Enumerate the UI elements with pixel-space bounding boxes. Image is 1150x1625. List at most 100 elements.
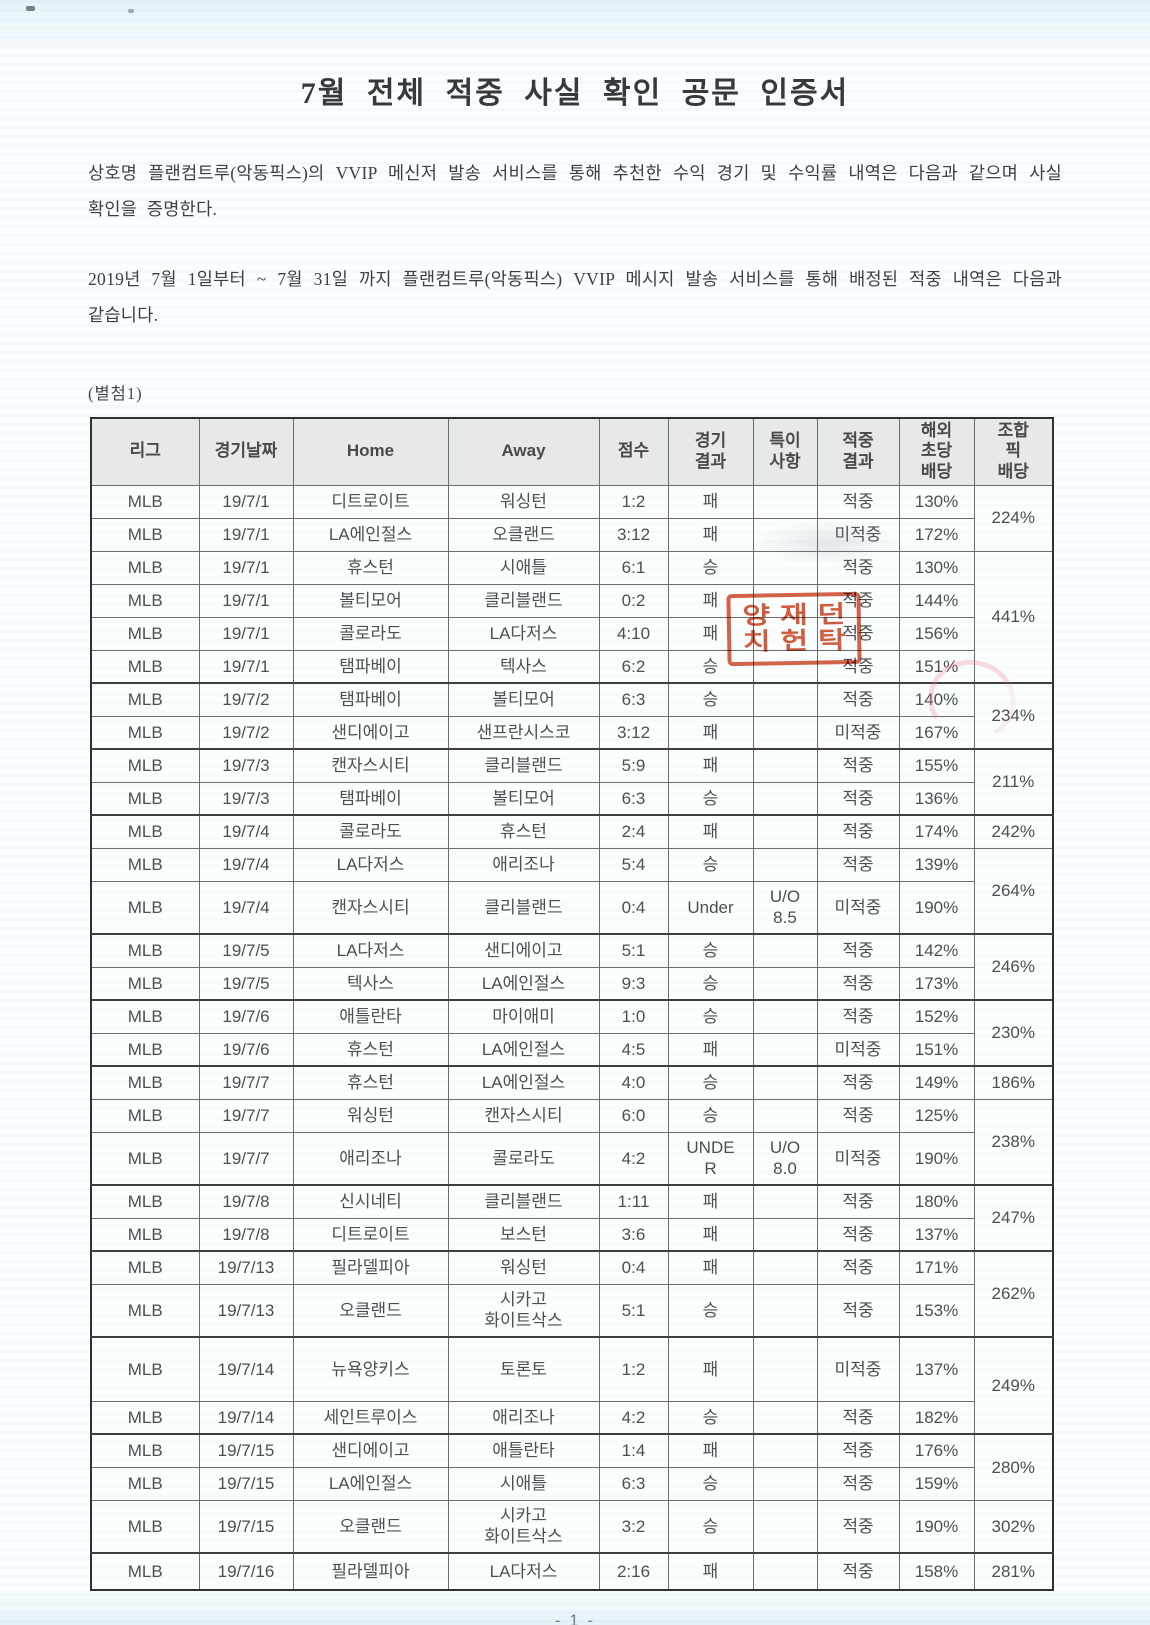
table-row: MLB 19/7/7 휴스턴 LA에인절스 4:0 승 적중 149% 186% — [90, 1065, 1054, 1100]
cell-score: 4:2 — [598, 1131, 669, 1186]
scan-artifact-bottom-band — [0, 1591, 1150, 1625]
results-table: 리그 경기날짜 Home Away 점수 경기 결과 특이 사항 적중 결과 해외 초당 배당 조… — [90, 416, 1054, 1591]
cell-date: 19/7/4 — [198, 880, 294, 935]
cell-league: MLB — [90, 1433, 200, 1468]
cell-away: 휴스턴 — [447, 814, 600, 849]
cell-score: 6:3 — [598, 682, 669, 717]
cell-hit: 적중 — [816, 1065, 900, 1100]
cell-date: 19/7/1 — [198, 616, 294, 651]
cell-home: 뉴욕양키스 — [292, 1336, 449, 1402]
header-row: 리그 경기날짜 Home Away 점수 경기 결과 특이 사항 적중 결과 해외 초당 배당 조… — [90, 417, 1054, 486]
cell-league: MLB — [90, 484, 200, 519]
cell-date: 19/7/4 — [198, 847, 294, 882]
page-number: - 1 - — [88, 1611, 1062, 1625]
cell-odds: 190% — [898, 1131, 975, 1186]
cell-note — [752, 1065, 818, 1100]
cell-hit: 적중 — [816, 999, 900, 1034]
cell-combo-odds: 281% — [973, 1552, 1054, 1591]
cell-date: 19/7/1 — [198, 484, 294, 519]
cell-odds: 155% — [898, 748, 975, 783]
cell-note — [752, 616, 818, 651]
cell-result: 승 — [667, 933, 754, 968]
period-paragraph: 2019년 7월 1일부터 ~ 7월 31일 까지 플랜컴트루(악동픽스) VV… — [88, 268, 1062, 325]
column-header-4: 점수 — [598, 417, 669, 486]
table-row: MLB 19/7/3 탬파베이 볼티모어 6:3 승 적중 136% — [90, 781, 1053, 816]
cell-note — [752, 1433, 818, 1468]
cell-odds: 130% — [898, 550, 975, 585]
cell-note — [752, 847, 818, 882]
cell-away: 샌프란시스코 — [447, 715, 600, 750]
cell-score: 6:0 — [598, 1098, 669, 1133]
table-row: MLB 19/7/6 휴스턴 LA에인절스 4:5 패 미적중 151% — [90, 1032, 1053, 1067]
cell-league: MLB — [90, 649, 200, 684]
cell-odds: 167% — [898, 715, 975, 750]
cell-combo-odds: 302% — [973, 1499, 1054, 1554]
cell-away: 시애틀 — [447, 1466, 600, 1501]
cell-hit: 적중 — [816, 847, 900, 882]
cell-result: 패 — [667, 1250, 754, 1285]
cell-date: 19/7/2 — [198, 715, 294, 750]
cell-home: 콜로라도 — [292, 616, 449, 651]
cell-combo-odds: 280% — [973, 1433, 1054, 1501]
cell-hit: 적중 — [816, 1400, 900, 1435]
cell-date: 19/7/4 — [198, 814, 294, 849]
cell-date: 19/7/3 — [198, 748, 294, 783]
cell-score: 1:2 — [598, 1336, 669, 1402]
cell-hit: 적중 — [816, 966, 900, 1001]
cell-result: 패 — [667, 1336, 754, 1402]
cell-home: 볼티모어 — [292, 583, 449, 618]
cell-result: 승 — [667, 1065, 754, 1100]
cell-date: 19/7/14 — [198, 1336, 294, 1402]
table-row: MLB 19/7/2 샌디에이고 샌프란시스코 3:12 패 미적중 167% — [90, 715, 1053, 750]
cell-odds: 139% — [898, 847, 975, 882]
cell-score: 3:12 — [598, 715, 669, 750]
cell-odds: 142% — [898, 933, 975, 968]
cell-date: 19/7/7 — [198, 1098, 294, 1133]
cell-hit: 적중 — [816, 1283, 900, 1338]
cell-combo-odds: 262% — [973, 1250, 1054, 1338]
cell-league: MLB — [90, 999, 200, 1034]
cell-hit: 적중 — [816, 781, 900, 816]
cell-note — [752, 999, 818, 1034]
cell-date: 19/7/16 — [198, 1552, 294, 1591]
cell-result: 패 — [667, 583, 754, 618]
cell-league: MLB — [90, 715, 200, 750]
cell-date: 19/7/7 — [198, 1065, 294, 1100]
cell-score: 4:0 — [598, 1065, 669, 1100]
cell-away: 클리블랜드 — [447, 1184, 600, 1219]
cell-note — [752, 583, 818, 618]
cell-home: 오클랜드 — [292, 1283, 449, 1338]
cell-result: 패 — [667, 616, 754, 651]
cell-away: LA에인절스 — [447, 966, 600, 1001]
cell-combo-odds: 441% — [973, 550, 1054, 684]
cell-note — [752, 933, 818, 968]
cell-home: 탬파베이 — [292, 781, 449, 816]
cell-away: 워싱턴 — [447, 1250, 600, 1285]
cell-score: 5:1 — [598, 1283, 669, 1338]
table-row: MLB 19/7/7 애리조나 콜로라도 4:2 UNDE R U/O 8.0 미적중 190% — [90, 1131, 1053, 1186]
cell-hit: 적중 — [816, 748, 900, 783]
cell-odds: 176% — [898, 1433, 975, 1468]
cell-date: 19/7/13 — [198, 1283, 294, 1338]
cell-away: LA다저스 — [447, 1552, 600, 1591]
table-row: MLB 19/7/15 샌디에이고 애틀란타 1:4 패 적중 176% 280% — [90, 1433, 1054, 1501]
cell-note — [752, 1466, 818, 1501]
table-row: MLB 19/7/7 워싱턴 캔자스시티 6:0 승 적중 125% 238% — [90, 1098, 1054, 1186]
document-title: 7월 전체 적중 사실 확인 공문 인증서 — [300, 77, 850, 110]
cell-score: 9:3 — [598, 966, 669, 1001]
cell-away: LA에인절스 — [447, 1065, 600, 1100]
cell-result: 승 — [667, 1499, 754, 1554]
cell-note — [752, 649, 818, 684]
table-row: MLB 19/7/13 필라델피아 워싱턴 0:4 패 적중 171% 262% — [90, 1250, 1054, 1338]
cell-home: LA에인절스 — [292, 517, 449, 552]
cell-combo-odds: 234% — [973, 682, 1054, 750]
column-header-3: Away — [447, 417, 600, 486]
cell-home: 샌디에이고 — [292, 1433, 449, 1468]
cell-home: 워싱턴 — [292, 1098, 449, 1133]
cell-result: 패 — [667, 1184, 754, 1219]
cell-note — [752, 517, 818, 552]
cell-league: MLB — [90, 1466, 200, 1501]
cell-date: 19/7/3 — [198, 781, 294, 816]
cell-score: 6:1 — [598, 550, 669, 585]
cell-score: 2:4 — [598, 814, 669, 849]
